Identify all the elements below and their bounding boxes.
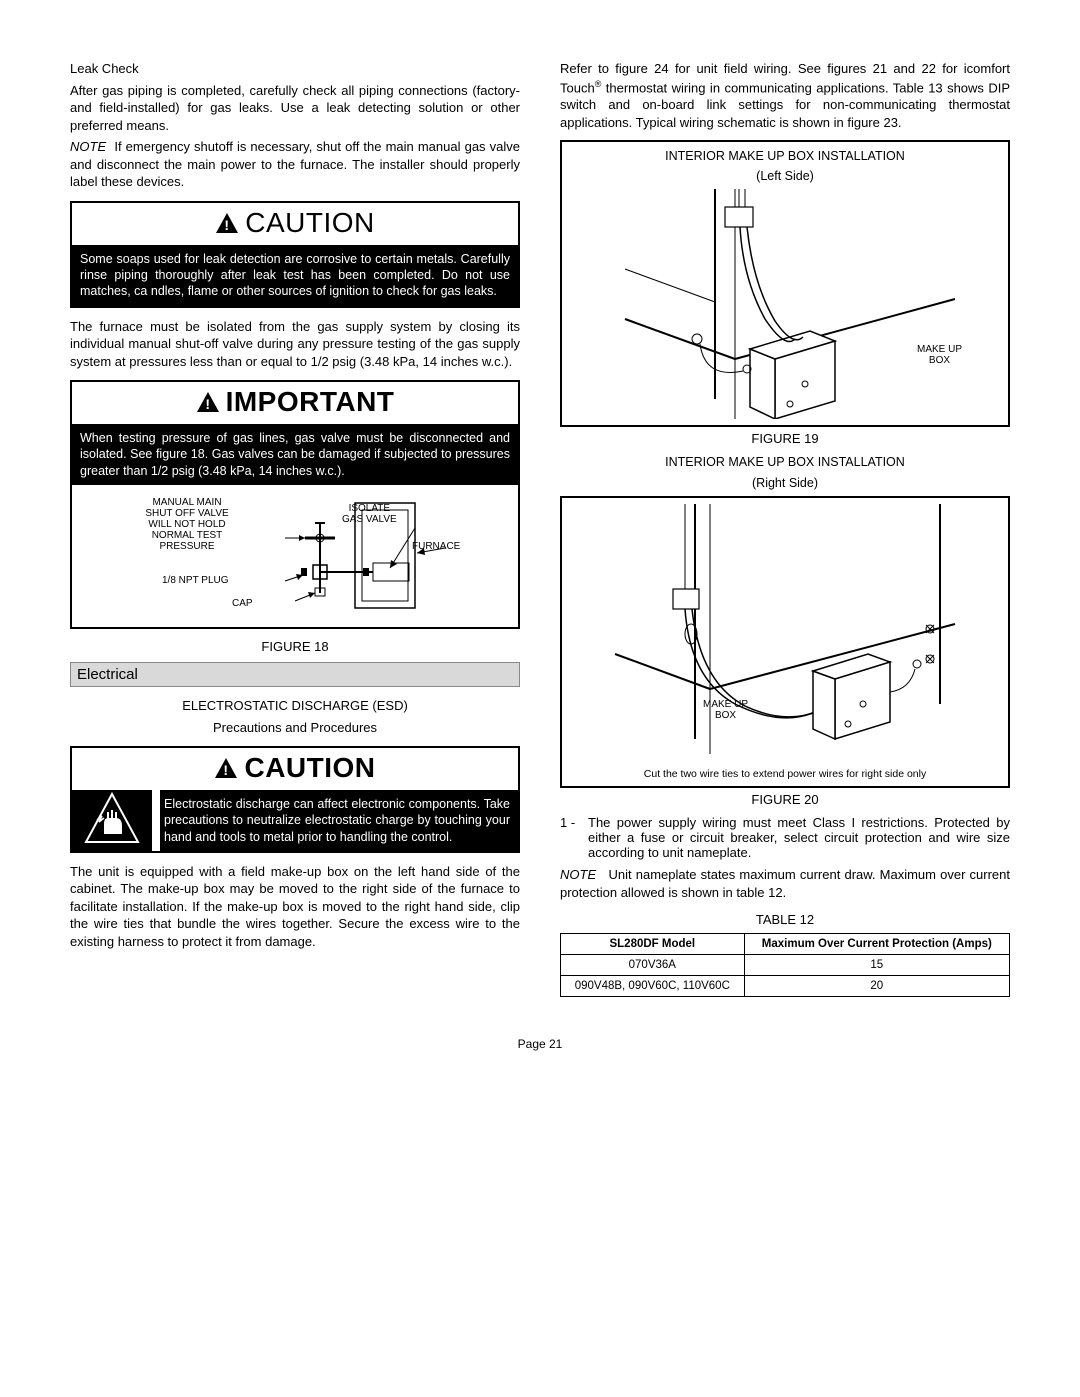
caution2-title: CAUTION [244,752,375,784]
caution-body: Some soaps used for leak detection are c… [72,245,518,306]
note2-text: Unit nameplate states maximum current dr… [560,867,1010,900]
list-text: The power supply wiring must meet Class … [588,815,1010,860]
table12-h2: Maximum Over Current Protection (Amps) [744,933,1009,954]
right-intro: Refer to figure 24 for unit field wiring… [560,60,1010,132]
table12-h1: SL280DF Model [561,933,745,954]
figure-20-caption: FIGURE 20 [560,792,1010,807]
note-label: NOTE [70,139,106,154]
figure-20-box: MAKE UP BOX Cut the two wire ties to ext… [560,496,1010,788]
fig18-manual-label: MANUAL MAIN SHUT OFF VALVE WILL NOT HOLD… [127,497,247,552]
svg-text:!: ! [205,396,210,412]
note-text: If emergency shutoff is necessary, shut … [70,139,520,189]
caution2-header: ! CAUTION [72,748,518,790]
caution-header: ! CAUTION [72,203,518,245]
caution-title: CAUTION [245,207,375,239]
fig18-cap-label: CAP [232,598,253,609]
important-box: ! IMPORTANT When testing pressure of gas… [70,380,520,629]
esd-heading: ELECTROSTATIC DISCHARGE (ESD) [70,697,520,715]
caution2-body: Electrostatic discharge can affect elect… [160,790,518,851]
important-header: ! IMPORTANT [72,382,518,424]
fig20-note: Cut the two wire ties to extend power wi… [568,768,1002,780]
warning-icon: ! [214,757,238,779]
cell: 20 [744,975,1009,996]
table-12: SL280DF Model Maximum Over Current Prote… [560,933,1010,997]
table-row: 070V36A 15 [561,954,1010,975]
esd-hand-icon [82,790,142,850]
fig20-title1: INTERIOR MAKE UP BOX INSTALLATION [560,454,1010,471]
intro-text-2: thermostat wiring in communicating appli… [560,80,1010,130]
fig18-isolate-label: ISOLATE GAS VALVE [342,503,397,525]
fig19-title2: (Left Side) [568,168,1002,185]
isolated-para: The furnace must be isolated from the ga… [70,318,520,371]
figure-18-caption: FIGURE 18 [70,639,520,654]
figure-19-caption: FIGURE 19 [560,431,1010,446]
esd-icon-box [72,790,152,851]
leak-check-para: After gas piping is completed, carefully… [70,82,520,135]
list-num: 1 - [560,815,582,860]
cell: 070V36A [561,954,745,975]
warning-icon: ! [215,212,239,234]
page-number: Page 21 [70,1037,1010,1051]
important-body: When testing pressure of gas lines, gas … [72,424,518,485]
note2: NOTE Unit nameplate states maximum curre… [560,866,1010,901]
table-row: 090V48B, 090V60C, 110V60C 20 [561,975,1010,996]
svg-text:!: ! [224,762,229,778]
important-title: IMPORTANT [226,386,395,418]
table12-caption: TABLE 12 [560,911,1010,929]
note2-label: NOTE [560,867,596,882]
fig20-title2: (Right Side) [560,475,1010,492]
figure-19-box: INTERIOR MAKE UP BOX INSTALLATION (Left … [560,140,1010,428]
figure-19-svg [568,189,1002,419]
cell: 15 [744,954,1009,975]
makeup-para: The unit is equipped with a field make-u… [70,863,520,951]
fig19-title1: INTERIOR MAKE UP BOX INSTALLATION [568,148,1002,165]
warning-icon: ! [196,391,220,413]
list-item-1: 1 - The power supply wiring must meet Cl… [560,815,1010,860]
esd-sub: Precautions and Procedures [70,719,520,737]
fig20-box-label: MAKE UP BOX [703,699,748,721]
leak-check-heading: Leak Check [70,60,520,78]
cell: 090V48B, 090V60C, 110V60C [561,975,745,996]
figure-20-svg [568,504,1002,764]
fig19-box-label: MAKE UP BOX [917,344,962,366]
fig18-plug-label: 1/8 NPT PLUG [162,575,229,586]
caution-box-1: ! CAUTION Some soaps used for leak detec… [70,201,520,308]
fig18-furnace-label: FURNACE [412,541,460,552]
leak-check-note: NOTE If emergency shutoff is necessary, … [70,138,520,191]
electrical-section-bar: Electrical [70,662,520,687]
caution-box-2: ! CAUTION Electrostatic discharge can af… [70,746,520,853]
svg-text:!: ! [225,217,230,233]
